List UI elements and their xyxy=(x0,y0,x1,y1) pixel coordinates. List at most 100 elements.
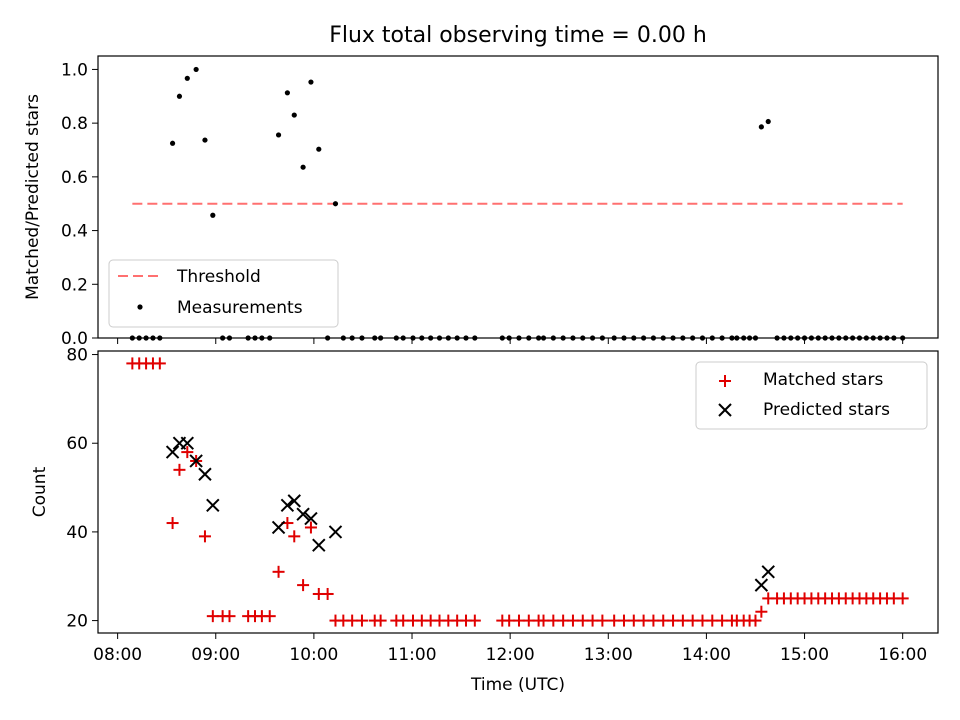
measurement-point xyxy=(621,335,627,341)
measurement-point xyxy=(499,335,505,341)
measurement-point xyxy=(176,93,183,99)
measurement-point xyxy=(129,335,135,341)
predicted-star-point xyxy=(287,494,301,508)
measurement-point xyxy=(325,335,331,341)
predicted-star-point xyxy=(296,507,310,521)
predicted-star-point xyxy=(328,525,343,539)
count-x-tick-label: 11:00 xyxy=(388,645,437,665)
matched-star-point xyxy=(223,610,236,623)
predicted-star-point xyxy=(304,511,318,526)
measurement-point xyxy=(308,79,314,85)
count-y-tick-label: 80 xyxy=(66,346,88,366)
measurement-point xyxy=(284,90,290,96)
legend-predicted-swatch xyxy=(718,403,732,417)
legend-matched-swatch xyxy=(719,375,731,387)
measurement-point xyxy=(445,335,451,341)
ratio-y-tick-label: 0.4 xyxy=(61,222,88,242)
measurement-point xyxy=(506,335,512,341)
measurement-point xyxy=(436,335,443,341)
measurement-point xyxy=(410,335,416,341)
measurement-point xyxy=(589,335,596,341)
matched-star-point xyxy=(181,446,194,459)
measurement-point xyxy=(891,335,897,341)
count-x-tick-label: 12:00 xyxy=(486,645,535,665)
predicted-star-point xyxy=(206,498,220,513)
measurement-point xyxy=(877,335,883,341)
legend-matched-label: Matched stars xyxy=(763,370,883,390)
measurement-point xyxy=(259,335,265,341)
measurement-point xyxy=(863,335,869,341)
count-x-tick-label: 10:00 xyxy=(289,645,338,665)
measurement-point xyxy=(157,335,163,341)
legend-threshold-label: Threshold xyxy=(176,267,261,287)
measurement-point xyxy=(316,146,322,152)
measurement-point xyxy=(150,335,156,341)
predicted-star-point xyxy=(271,520,286,535)
measurement-point xyxy=(463,335,469,341)
measurement-point xyxy=(829,335,835,341)
measurement-point xyxy=(690,335,696,341)
legend-measurements-swatch xyxy=(137,304,143,310)
measurement-point xyxy=(850,335,856,341)
measurement-point xyxy=(550,335,556,341)
measurement-point xyxy=(836,335,842,341)
matched-star-point xyxy=(166,517,179,530)
measurement-point xyxy=(822,335,828,341)
measurement-point xyxy=(220,335,226,341)
measurement-point xyxy=(650,335,657,341)
measurement-point xyxy=(641,335,647,341)
measurement-point xyxy=(202,137,208,143)
measurement-point xyxy=(300,164,306,170)
measurement-point xyxy=(516,335,522,341)
measurement-point xyxy=(670,335,676,341)
count-x-tick-label: 13:00 xyxy=(584,645,633,665)
measurement-point xyxy=(719,335,725,341)
matched-star-point xyxy=(596,614,609,627)
ratio-y-tick-label: 0.2 xyxy=(61,275,88,295)
measurement-point xyxy=(454,335,460,341)
measurement-point xyxy=(680,335,686,341)
measurement-point xyxy=(660,335,666,341)
measurement-point xyxy=(741,335,747,341)
figure-title: Flux total observing time = 0.00 h xyxy=(329,23,707,48)
count-legend-box xyxy=(695,361,928,430)
count-y-tick-label: 40 xyxy=(66,523,88,543)
matched-star-point xyxy=(173,463,186,476)
measurement-point xyxy=(843,335,849,341)
measurement-point xyxy=(267,335,273,341)
matched-star-point xyxy=(304,521,317,534)
measurement-point xyxy=(560,335,566,341)
matched-star-point xyxy=(272,565,285,578)
predicted-star-point xyxy=(312,538,326,552)
matched-star-point xyxy=(297,579,310,592)
matched-star-point xyxy=(355,614,368,627)
measurement-point xyxy=(184,75,190,81)
measurement-point xyxy=(419,335,425,341)
measurement-point xyxy=(765,118,771,125)
measurement-point xyxy=(808,335,815,341)
measurement-point xyxy=(349,335,355,341)
count-panel-xlabel: Time (UTC) xyxy=(470,675,565,695)
measurement-point xyxy=(536,335,542,341)
measurement-point xyxy=(378,335,384,341)
measurement-point xyxy=(226,335,233,341)
matched-star-point xyxy=(321,587,334,600)
predicted-star-point xyxy=(165,445,180,459)
measurement-point xyxy=(611,335,617,341)
predicted-star-point xyxy=(189,454,203,468)
predicted-star-point xyxy=(754,578,769,592)
predicted-star-point xyxy=(761,565,775,579)
measurement-point xyxy=(570,335,576,341)
measurement-point xyxy=(540,335,547,341)
measurement-point xyxy=(774,335,780,341)
ratio-y-tick-label: 1.0 xyxy=(61,60,88,80)
measurement-point xyxy=(136,335,142,341)
ratio-panel: 0.0 0.2 0.4 0.6 0.8 1.0 Matched/Predicted sta… xyxy=(23,55,939,349)
matched-star-point xyxy=(468,614,481,627)
measurement-point xyxy=(752,335,759,341)
measurement-point xyxy=(252,335,258,341)
measurement-point xyxy=(275,132,282,138)
count-x-tick-label: 08:00 xyxy=(93,645,142,665)
legend-predicted-label: Predicted stars xyxy=(763,400,890,420)
ratio-legend: Threshold Measurements xyxy=(108,259,339,328)
